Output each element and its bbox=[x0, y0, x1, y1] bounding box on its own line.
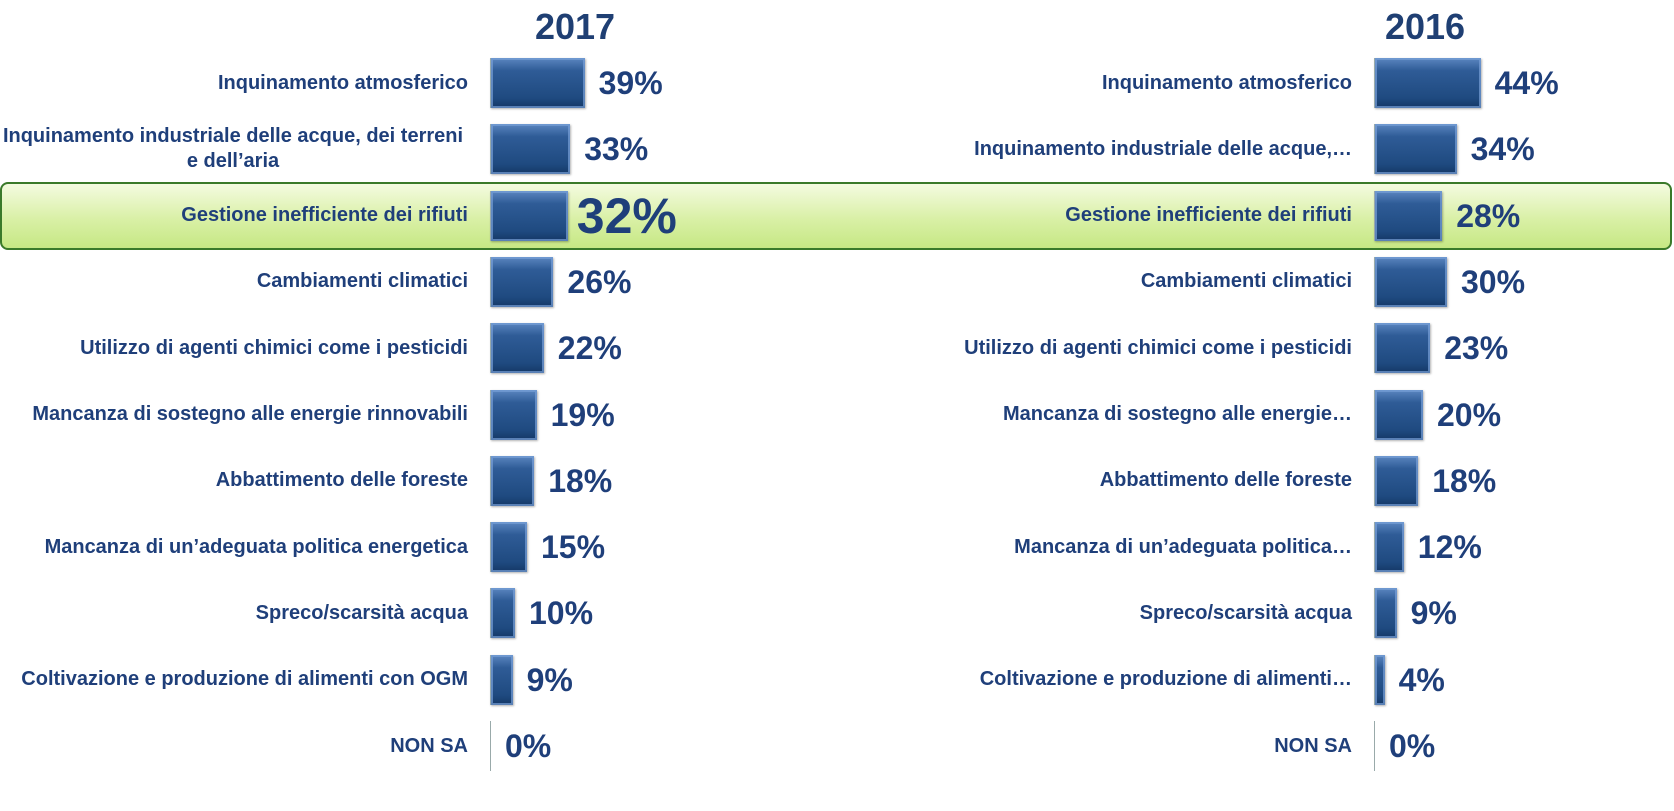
category-label: Utilizzo di agenti chimici come i pestic… bbox=[0, 318, 468, 378]
value-label: 23% bbox=[1444, 330, 1509, 367]
category-text: Utilizzo di agenti chimici come i pestic… bbox=[80, 336, 468, 359]
category-label: Mancanza di sostegno alle energie… bbox=[882, 385, 1352, 445]
category-text: Inquinamento atmosferico bbox=[217, 71, 468, 94]
category-text: Gestione inefficiente dei rifiuti bbox=[181, 204, 468, 227]
bar bbox=[1374, 588, 1397, 639]
category-label: Inquinamento atmosferico bbox=[882, 53, 1352, 113]
category-text: Coltivazione e produzione di alimenti co… bbox=[21, 668, 468, 691]
bar bbox=[490, 190, 568, 241]
category-text: Inquinamento industriale delle acque,… bbox=[974, 137, 1352, 160]
bar bbox=[490, 455, 535, 506]
value-label: 9% bbox=[1410, 595, 1457, 632]
category-label: Mancanza di un’adeguata politica energet… bbox=[0, 517, 468, 577]
category-label: Coltivazione e produzione di alimenti… bbox=[882, 650, 1352, 710]
bar bbox=[490, 323, 544, 374]
value-label: 34% bbox=[1470, 131, 1535, 168]
category-text: Spreco/scarsità acqua bbox=[1139, 601, 1352, 624]
value-label: 33% bbox=[584, 131, 649, 168]
bar bbox=[1374, 256, 1447, 307]
category-text: Mancanza di un’adeguata politica energet… bbox=[44, 535, 468, 558]
bar bbox=[490, 256, 554, 307]
bar bbox=[1374, 323, 1431, 374]
value-label: 4% bbox=[1398, 661, 1445, 698]
bar bbox=[1374, 389, 1423, 440]
category-text: Abbattimento delle foreste bbox=[1099, 469, 1352, 492]
value-label: 10% bbox=[529, 595, 594, 632]
chart-title: 2016 bbox=[1384, 6, 1466, 47]
value-label: 19% bbox=[550, 396, 615, 433]
value-label: 12% bbox=[1417, 529, 1482, 566]
bar bbox=[1374, 58, 1481, 108]
category-text: Gestione inefficiente dei rifiuti bbox=[1065, 204, 1352, 227]
bar bbox=[490, 654, 513, 705]
category-text: Mancanza di sostegno alle energie rinnov… bbox=[32, 403, 468, 425]
category-text: Inquinamento atmosferico bbox=[1101, 71, 1352, 94]
bar bbox=[490, 588, 515, 639]
value-label: 26% bbox=[567, 263, 632, 300]
value-label: 9% bbox=[526, 661, 573, 698]
category-label: Coltivazione e produzione di alimenti co… bbox=[0, 650, 468, 710]
category-text: Coltivazione e produzione di alimenti… bbox=[979, 668, 1352, 691]
value-label: 28% bbox=[1456, 197, 1521, 234]
category-text: Utilizzo di agenti chimici come i pestic… bbox=[964, 336, 1352, 359]
value-label: 18% bbox=[548, 462, 613, 499]
value-label: 44% bbox=[1494, 65, 1559, 101]
category-text: Abbattimento delle foreste bbox=[215, 469, 468, 492]
category-label: Spreco/scarsità acqua bbox=[0, 583, 468, 643]
category-label: Mancanza di sostegno alle energie rinnov… bbox=[0, 385, 468, 445]
bar bbox=[1374, 522, 1404, 573]
value-label: 30% bbox=[1461, 263, 1526, 300]
category-label: Utilizzo di agenti chimici come i pestic… bbox=[882, 318, 1352, 378]
bar bbox=[1374, 124, 1457, 175]
category-label: Inquinamento industriale delle acque, de… bbox=[0, 119, 468, 179]
value-label: 32% bbox=[576, 187, 677, 244]
bar bbox=[490, 389, 537, 440]
bar bbox=[1374, 190, 1443, 241]
category-label: Cambiamenti climatici bbox=[882, 252, 1352, 312]
category-label: Gestione inefficiente dei rifiuti bbox=[882, 186, 1352, 246]
value-label: 18% bbox=[1432, 462, 1497, 499]
chart-title: 2017 bbox=[534, 6, 616, 47]
bar bbox=[490, 58, 585, 108]
category-label: NON SA bbox=[882, 716, 1352, 776]
category-label: Inquinamento atmosferico bbox=[0, 53, 468, 113]
value-label: 0% bbox=[1389, 728, 1436, 764]
value-label: 22% bbox=[557, 330, 622, 367]
bar bbox=[490, 124, 571, 175]
value-label: 20% bbox=[1437, 396, 1502, 433]
bar bbox=[490, 721, 491, 771]
category-text: NON SA bbox=[1274, 734, 1352, 757]
category-label: Spreco/scarsità acqua bbox=[882, 583, 1352, 643]
category-label: Cambiamenti climatici bbox=[0, 252, 468, 312]
bar bbox=[1374, 455, 1419, 506]
category-label: Gestione inefficiente dei rifiuti bbox=[0, 186, 468, 246]
category-text: Mancanza di sostegno alle energie… bbox=[1003, 403, 1352, 425]
category-text: Cambiamenti climatici bbox=[256, 270, 468, 293]
category-text: NON SA bbox=[390, 734, 468, 757]
bar bbox=[1374, 654, 1385, 705]
category-label: Abbattimento delle foreste bbox=[0, 451, 468, 511]
category-text: Inquinamento industriale delle acque, de… bbox=[2, 125, 464, 173]
category-text: Mancanza di un’adeguata politica… bbox=[1014, 535, 1352, 558]
bar bbox=[1374, 721, 1375, 771]
category-label: NON SA bbox=[0, 716, 468, 776]
category-label: Inquinamento industriale delle acque,… bbox=[882, 119, 1352, 179]
bar bbox=[490, 522, 527, 573]
category-text: Spreco/scarsità acqua bbox=[255, 601, 468, 624]
category-label: Mancanza di un’adeguata politica… bbox=[882, 517, 1352, 577]
category-text: Cambiamenti climatici bbox=[1140, 270, 1352, 293]
value-label: 0% bbox=[505, 728, 552, 764]
category-label: Abbattimento delle foreste bbox=[882, 451, 1352, 511]
value-label: 15% bbox=[541, 529, 606, 566]
value-label: 39% bbox=[598, 65, 663, 101]
